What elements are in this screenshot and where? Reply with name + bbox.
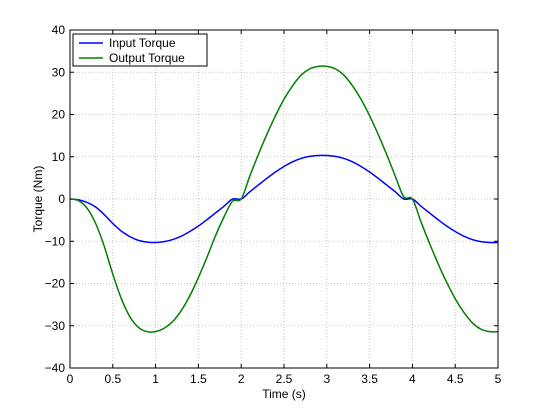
legend: Input Torque Output Torque (72, 33, 208, 67)
y-tick-label: −30 (45, 319, 66, 333)
x-tick-label: 3 (323, 372, 330, 386)
y-tick-label: 0 (58, 192, 65, 206)
x-tick-label: 1.5 (190, 372, 207, 386)
y-tick-label: 30 (52, 65, 66, 79)
series-layer (69, 65, 499, 333)
x-tick-label: 1 (152, 372, 159, 386)
y-tick-label: 40 (52, 23, 66, 37)
grid (70, 30, 498, 368)
tick-labels: 0 0.5 1 1.5 2 2.5 3 3.5 4 4.5 5 −40 −30 −20 −10 0 10 20 30… (45, 23, 502, 386)
legend-box (72, 33, 208, 67)
y-tick-label: 10 (52, 150, 66, 164)
legend-label-output-torque: Output Torque (109, 51, 185, 65)
x-tick-label: 0.5 (104, 372, 121, 386)
y-tick-label: −20 (45, 277, 66, 291)
x-tick-label: 2.5 (276, 372, 293, 386)
legend-label-input-torque: Input Torque (109, 36, 176, 50)
series-line-output-torque (69, 65, 499, 333)
y-tick-label: 20 (52, 108, 66, 122)
x-tick-label: 2 (238, 372, 245, 386)
y-tick-label: −10 (45, 234, 66, 248)
y-tick-label: −40 (45, 361, 66, 375)
x-tick-label: 4.5 (447, 372, 464, 386)
x-tick-label: 5 (495, 372, 502, 386)
plot-frame (69, 29, 499, 369)
x-tick-label: 4 (409, 372, 416, 386)
x-tick-label: 0 (67, 372, 74, 386)
x-axis-label: Time (s) (262, 387, 306, 401)
series-line-input-torque (69, 154, 499, 244)
y-axis-label: Torque (Nm) (31, 166, 45, 233)
x-tick-label: 3.5 (361, 372, 378, 386)
